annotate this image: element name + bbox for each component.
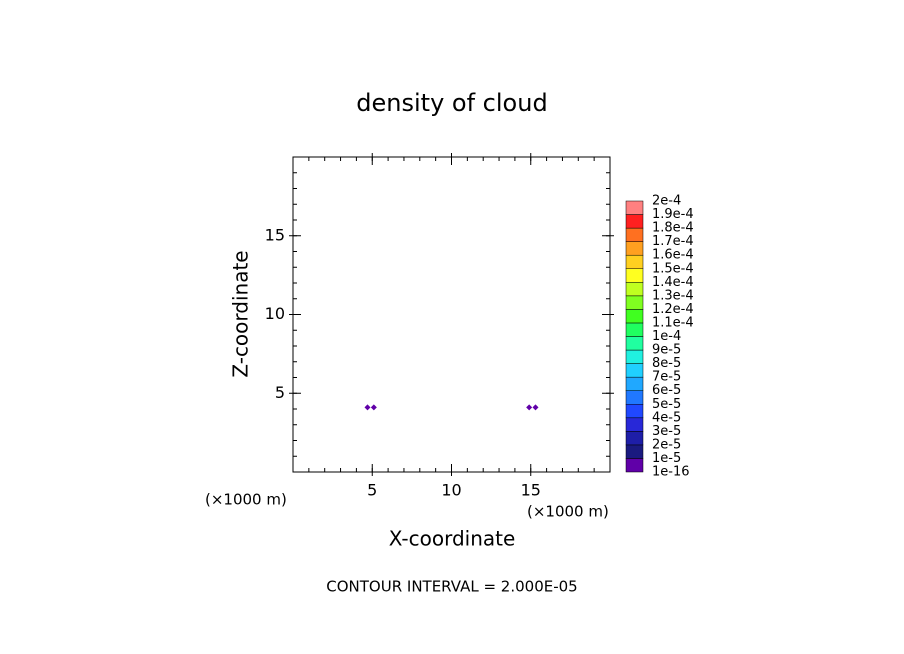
colorbar-band: [625, 444, 644, 459]
colorbar-label: 1.4e-4: [652, 275, 694, 290]
colorbar-label: 1.3e-4: [652, 288, 694, 303]
colorbar-band: [625, 458, 644, 473]
contour-point: [532, 404, 539, 411]
colorbar-label: 7e-5: [652, 370, 681, 385]
colorbar-band: [625, 309, 644, 324]
y-tick-label: 15: [265, 225, 285, 244]
colorbar-band: [625, 200, 644, 215]
colorbar-label: 1.7e-4: [652, 234, 694, 249]
x-unit-label: (×1000 m): [527, 503, 609, 521]
x-tick-label: 15: [521, 481, 541, 500]
contour-point: [526, 404, 533, 411]
colorbar-band: [625, 390, 644, 405]
x-tick-label: 5: [367, 481, 377, 500]
colorbar-label: 1e-5: [652, 451, 681, 466]
colorbar-band: [625, 295, 644, 310]
colorbar-label: 1.8e-4: [652, 221, 694, 236]
colorbar-label: 1e-16: [652, 465, 690, 480]
colorbar-band: [625, 404, 644, 419]
colorbar-label: 1.9e-4: [652, 207, 694, 222]
x-unit-label: (×1000 m): [205, 491, 287, 509]
colorbar-band: [625, 268, 644, 283]
colorbar-label: 1.5e-4: [652, 261, 694, 276]
colorbar-label: 1.1e-4: [652, 315, 694, 330]
colorbar-label: 2e-4: [652, 194, 681, 209]
colorbar-label: 6e-5: [652, 383, 681, 398]
colorbar-band: [625, 254, 644, 269]
colorbar-label: 3e-5: [652, 424, 681, 439]
colorbar-band: [625, 227, 644, 242]
colorbar-label: 8e-5: [652, 356, 681, 371]
colorbar-label: 1.6e-4: [652, 248, 694, 263]
colorbar-label: 5e-5: [652, 397, 681, 412]
colorbar-band: [625, 336, 644, 351]
colorbar-band: [625, 214, 644, 229]
contour-point: [370, 404, 377, 411]
colorbar-band: [625, 431, 644, 446]
colorbar-label: 2e-5: [652, 437, 681, 452]
colorbar-band: [625, 282, 644, 297]
colorbar-band: [625, 376, 644, 391]
y-tick-label: 5: [275, 383, 285, 402]
y-axis-label: Z-coordinate: [229, 250, 253, 377]
contour-point: [364, 404, 371, 411]
colorbar-band: [625, 349, 644, 364]
colorbar-band: [625, 241, 644, 256]
footer-note: CONTOUR INTERVAL = 2.000E-05: [326, 578, 577, 596]
colorbar-label: 1.2e-4: [652, 302, 694, 317]
colorbar-band: [625, 363, 644, 378]
colorbar-label: 4e-5: [652, 410, 681, 425]
colorbar-label: 1e-4: [652, 329, 681, 344]
plot-frame: [292, 156, 611, 473]
colorbar-band: [625, 417, 644, 432]
x-tick-label: 10: [441, 481, 461, 500]
y-tick-label: 10: [265, 304, 285, 323]
colorbar-band: [625, 322, 644, 337]
chart-title: density of cloud: [356, 89, 547, 117]
colorbar-label: 9e-5: [652, 343, 681, 358]
x-axis-label: X-coordinate: [389, 527, 516, 551]
